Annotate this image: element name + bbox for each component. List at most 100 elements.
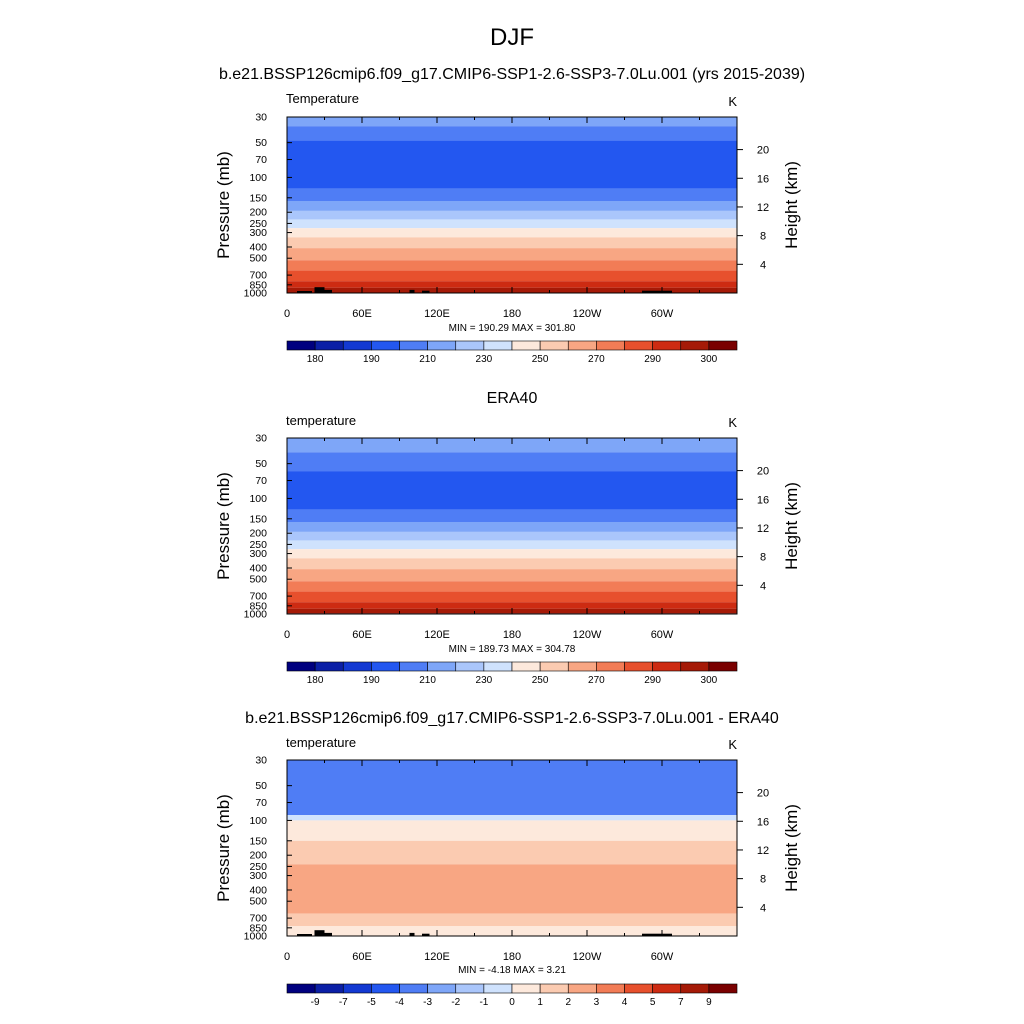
- x-tick-label: 0: [284, 951, 290, 963]
- colorbar-label: 3: [594, 997, 600, 1008]
- x-tick-label: 180: [503, 629, 521, 641]
- stats-label: MIN = 189.73 MAX = 304.78: [449, 644, 576, 655]
- contour-band: [287, 913, 737, 926]
- colorbar-box: [680, 983, 710, 994]
- height-tick-label: 12: [757, 523, 769, 535]
- colorbar-label: -5: [367, 997, 376, 1008]
- colorbar-label: 0: [509, 997, 515, 1008]
- x-tick-label: 180: [503, 308, 521, 320]
- colorbar-box: [371, 983, 400, 994]
- height-tick-label: 20: [757, 145, 769, 157]
- y-tick-label: 100: [249, 493, 267, 505]
- colorbar-label: 7: [678, 997, 684, 1008]
- colorbar-box: [286, 340, 316, 351]
- colorbar-box: [511, 340, 541, 351]
- colorbar-label: 270: [588, 675, 605, 686]
- height-tick-label: 4: [760, 902, 766, 914]
- y-tick-label: 700: [249, 270, 267, 282]
- contour-band: [287, 219, 737, 229]
- y-tick-label: 100: [249, 815, 267, 827]
- y-tick-label: 400: [249, 242, 267, 254]
- contour-band: [287, 531, 737, 541]
- x-tick-label: 0: [284, 308, 290, 320]
- contour-field: [287, 438, 737, 614]
- colorbar-box: [371, 661, 400, 672]
- panel-left-label: Temperature: [286, 91, 359, 106]
- colorbar-label: 180: [307, 675, 324, 686]
- y-tick-label: 300: [249, 227, 267, 239]
- colorbar-box: [708, 340, 738, 351]
- x-tick-label: 0: [284, 629, 290, 641]
- y-axis-label: Pressure (mb): [214, 472, 233, 580]
- topography-mask: [642, 933, 672, 936]
- colorbar-box: [455, 661, 485, 672]
- colorbar-box: [314, 340, 344, 351]
- y-tick-label: 300: [249, 548, 267, 560]
- contour-band: [287, 188, 737, 201]
- y-tick-label: 700: [249, 913, 267, 925]
- height-tick-label: 4: [760, 580, 766, 592]
- panel-era40-temperature: ERA40 temperature K 0 60E 120E 180 120W 60W 30…: [214, 390, 801, 686]
- height-tick-label: 4: [760, 259, 766, 271]
- contour-band: [287, 228, 737, 238]
- x-tick-label: 60W: [651, 629, 674, 641]
- y-tick-label: 400: [249, 563, 267, 575]
- colorbar-box: [708, 661, 738, 672]
- colorbar: 180 190 210 230 250 270 290 300: [286, 340, 738, 365]
- colorbar-label: 210: [419, 354, 436, 365]
- contour-band: [287, 237, 737, 249]
- colorbar-box: [511, 983, 541, 994]
- y-axis-label: Pressure (mb): [214, 151, 233, 259]
- contour-band: [287, 820, 737, 841]
- colorbar-box: [680, 661, 710, 672]
- colorbar-box: [652, 661, 682, 672]
- contour-band: [287, 201, 737, 211]
- colorbar-box: [652, 340, 682, 351]
- y-tick-label: 50: [255, 458, 267, 470]
- y-tick-label: 1000: [244, 609, 268, 621]
- y-tick-label: 500: [249, 574, 267, 586]
- y-tick-label: 30: [255, 755, 267, 767]
- x-tick-label: 120E: [424, 951, 450, 963]
- panel-difference-temperature: b.e21.BSSP126cmip6.f09_g17.CMIP6-SSP1-2.…: [214, 710, 801, 1008]
- contour-band: [287, 549, 737, 559]
- x-tick-label: 60W: [651, 951, 674, 963]
- panel-model-temperature: Temperature K 0 60E 120E 180 120W 60W 30 50 70 10…: [214, 91, 801, 365]
- colorbar-label: 9: [706, 997, 712, 1008]
- y-tick-label: 200: [249, 207, 267, 219]
- stats-label: MIN = 190.29 MAX = 301.80: [449, 323, 576, 334]
- colorbar-box: [511, 661, 541, 672]
- y-tick-label: 250: [249, 218, 267, 230]
- panel-title: ERA40: [487, 390, 538, 407]
- y-axis-right-label: Height (km): [782, 482, 801, 570]
- colorbar-box: [596, 340, 625, 351]
- height-tick-label: 20: [757, 466, 769, 478]
- colorbar-box: [455, 340, 485, 351]
- panel-left-label: temperature: [286, 735, 356, 750]
- x-tick-label: 60E: [352, 951, 372, 963]
- y-tick-label: 300: [249, 870, 267, 882]
- colorbar-box: [399, 340, 428, 351]
- height-tick-label: 12: [757, 202, 769, 214]
- y-axis-label: Pressure (mb): [214, 794, 233, 902]
- panel-title: b.e21.BSSP126cmip6.f09_g17.CMIP6-SSP1-2.…: [245, 710, 779, 727]
- colorbar-box: [567, 983, 597, 994]
- colorbar-label: 210: [419, 675, 436, 686]
- height-tick-label: 8: [760, 552, 766, 564]
- colorbar-box: [708, 983, 738, 994]
- colorbar-label: 290: [644, 354, 661, 365]
- colorbar-box: [427, 983, 457, 994]
- x-tick-label: 120E: [424, 629, 450, 641]
- contour-band: [287, 602, 737, 609]
- colorbar-label: 180: [307, 354, 324, 365]
- x-tick-label: 60W: [651, 308, 674, 320]
- colorbar-box: [371, 340, 400, 351]
- contour-field: [287, 117, 737, 293]
- colorbar-box: [596, 661, 625, 672]
- contour-field: [287, 760, 737, 936]
- colorbar-label: 190: [363, 675, 380, 686]
- contour-band: [287, 815, 737, 821]
